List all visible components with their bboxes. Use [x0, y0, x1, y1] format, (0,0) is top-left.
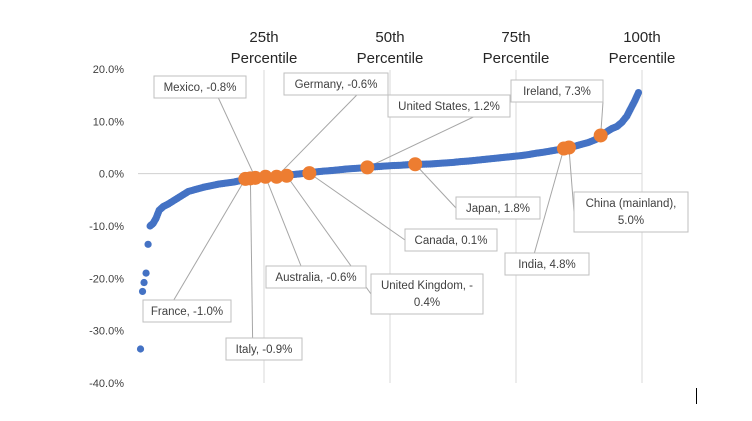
callout-label: Italy, -0.9% [236, 344, 293, 356]
percentile-label: 75th [501, 29, 530, 46]
callout-label: Japan, 1.8% [466, 203, 530, 215]
data-point [142, 269, 150, 277]
highlight-point [258, 169, 273, 184]
callout-label: United Kingdom, - [381, 280, 473, 292]
leader-line [367, 116, 474, 168]
highlight-point [302, 166, 317, 181]
text-cursor [696, 388, 697, 404]
callout-label: 0.4% [414, 297, 440, 309]
y-tick-label: -30.0% [89, 326, 124, 338]
callout-box [225, 337, 303, 361]
callout-label: France, -1.0% [151, 306, 223, 318]
data-point [136, 345, 145, 353]
highlight-point [269, 169, 284, 184]
percentile-label: Percentile [609, 50, 676, 67]
percentile-label: Percentile [483, 50, 550, 67]
leader-line [217, 97, 256, 179]
leader-line [276, 94, 358, 178]
callout-label: China (mainland), [586, 198, 677, 210]
callout-box [504, 252, 590, 276]
percentile-label: 100th [623, 29, 661, 46]
callout-box [142, 299, 232, 323]
percentile-label: Percentile [357, 50, 424, 67]
highlight-point [561, 140, 576, 155]
callout-label: Ireland, 7.3% [523, 86, 591, 98]
callout-box [283, 72, 389, 96]
highlight-point [593, 128, 608, 143]
highlight-point [279, 168, 294, 183]
percentile-labels: 25th Percentile 50th Percentile 75th Percenti… [231, 29, 676, 67]
callout-box [573, 191, 689, 233]
callout-box [265, 265, 367, 289]
callout-labels: Mexico, -0.8% France, -1.0% Italy, -0.9% Au… [142, 72, 689, 361]
callout-label: 5.0% [618, 215, 644, 227]
leader-line [414, 163, 457, 209]
data-point [144, 240, 152, 248]
data-point [138, 287, 147, 296]
callout-box [510, 79, 604, 103]
callout-label: Mexico, -0.8% [164, 82, 237, 94]
callout-box [455, 196, 541, 220]
y-tick-label: -40.0% [89, 378, 124, 390]
callout-label: Canada, 0.1% [415, 235, 488, 247]
data-point [140, 278, 148, 287]
callout-label: United States, 1.2% [398, 101, 500, 113]
callout-label: India, 4.8% [518, 259, 576, 271]
highlight-point [360, 160, 375, 175]
leader-line [309, 172, 406, 241]
highlighted-points [238, 128, 608, 186]
callout-box [404, 228, 498, 252]
data-point [633, 90, 642, 99]
callout-box [153, 75, 247, 99]
leader-line [533, 148, 565, 254]
y-tick-label: -20.0% [89, 273, 124, 285]
y-axis-ticks: 20.0% 10.0% 0.0% -10.0% -20.0% -30.0% -40.0% [89, 64, 124, 390]
y-tick-label: 20.0% [93, 64, 124, 76]
leader-line [173, 178, 246, 301]
leader-line [568, 147, 575, 213]
callout-box [370, 273, 484, 315]
highlight-point [243, 171, 258, 186]
callout-box [387, 94, 511, 118]
callout-label: Germany, -0.6% [295, 79, 378, 91]
y-tick-label: 0.0% [99, 169, 124, 181]
y-tick-label: -10.0% [89, 221, 124, 233]
percentile-label: 25th [249, 29, 278, 46]
percentile-label: 50th [375, 29, 404, 46]
leader-line [265, 176, 302, 267]
leader-line [249, 178, 254, 339]
callout-leaders [173, 94, 604, 339]
callout-label: Australia, -0.6% [275, 272, 356, 284]
y-tick-label: 10.0% [93, 116, 124, 128]
percentile-label: Percentile [231, 50, 298, 67]
highlight-point [408, 157, 423, 172]
